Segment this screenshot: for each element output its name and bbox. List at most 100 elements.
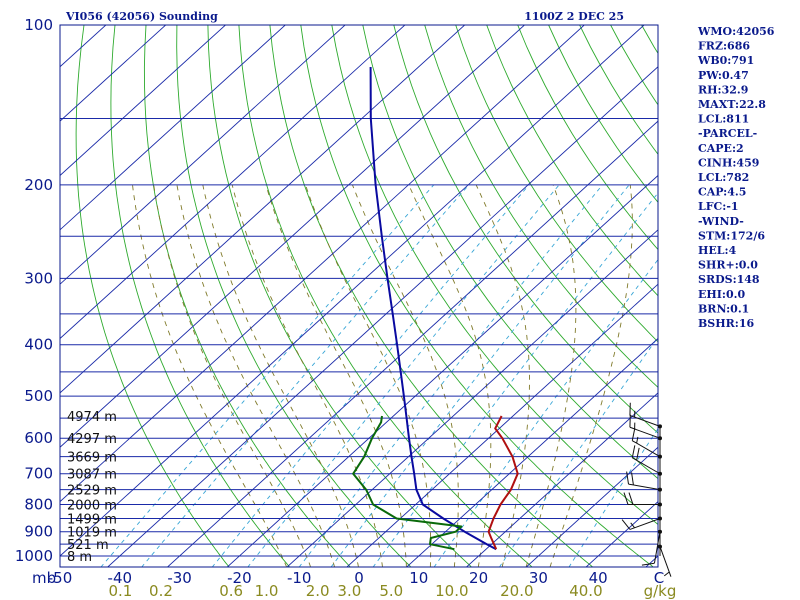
mixing-ratio-line xyxy=(247,184,560,567)
isotherm xyxy=(60,25,585,503)
isotherm xyxy=(60,25,227,177)
dry-adiabat xyxy=(207,25,473,567)
isotherm xyxy=(60,25,406,340)
mixing-ratio-label: 2.0 xyxy=(306,582,330,600)
moist-adiabat xyxy=(202,184,359,567)
wind-barb xyxy=(629,402,662,429)
isotherm xyxy=(226,174,658,567)
mixing-ratio-label: 20.0 xyxy=(500,582,533,600)
pressure-tick-label: 700 xyxy=(24,465,53,483)
sounding-index-line: CINH:459 xyxy=(698,156,759,169)
mixing-ratio-line xyxy=(211,184,530,567)
wind-barb xyxy=(623,492,662,507)
height-label: 3669 m xyxy=(67,451,117,466)
temperature-tick-label: -10 xyxy=(287,569,312,587)
mixing-ratio-label: 0.1 xyxy=(108,582,132,600)
barb-feather xyxy=(621,519,631,530)
wind-barb xyxy=(621,516,662,530)
sounding-index-line: PW:0.47 xyxy=(698,69,749,82)
mixing-ratio-label: 3.0 xyxy=(337,582,361,600)
barb-feather xyxy=(636,447,640,461)
barb-feather xyxy=(631,428,636,441)
wind-barb xyxy=(626,471,662,492)
isotherm xyxy=(406,337,658,567)
mixing-ratio-label: 0.6 xyxy=(219,582,243,600)
mixing-ratio-axis: 0.1 0.2 0.6 1.0 2.0 3.0 5.0 10.0 20.0 40.0 g/kg xyxy=(108,582,676,600)
barb-half-feather xyxy=(636,436,639,444)
mixing-ratio-line xyxy=(372,192,658,567)
sounding-index-line: SHR+:0.0 xyxy=(698,259,758,272)
plot-frame xyxy=(59,24,659,568)
pressure-tick-label: 900 xyxy=(24,523,53,541)
mixing-ratio-line xyxy=(433,258,658,567)
barb-shaft xyxy=(659,546,672,577)
height-label: 1019 m xyxy=(67,526,117,541)
temperature-unit-label: C xyxy=(654,569,664,587)
mixing-ratio-line xyxy=(298,184,603,567)
diagram-grid xyxy=(60,25,800,567)
sounding-index-line: BRN:0.1 xyxy=(698,302,749,315)
wind-barb xyxy=(629,414,662,441)
moist-adiabat xyxy=(176,184,336,567)
mixing-ratio-line xyxy=(100,184,435,567)
dry-adiabat xyxy=(362,25,658,480)
barb-feather xyxy=(628,492,634,505)
parcel-profile xyxy=(369,66,497,551)
dry-adiabat xyxy=(486,25,658,297)
sounding-time: 1100Z 2 DEC 25 xyxy=(524,10,624,23)
dry-adiabat xyxy=(517,25,658,251)
isotherm xyxy=(286,229,658,567)
pressure-tick-label: 500 xyxy=(24,387,53,405)
sounding-index-line: CAPE:2 xyxy=(698,142,744,155)
dry-adiabat xyxy=(238,25,533,567)
height-label: 4974 m xyxy=(67,410,117,425)
barb-feather xyxy=(626,471,629,485)
mixing-ratio-line xyxy=(330,184,630,567)
height-label: 521 m xyxy=(67,538,109,553)
dry-adiabat xyxy=(176,25,412,567)
dry-adiabat xyxy=(331,25,658,526)
barb-feather xyxy=(641,562,655,566)
temperature-tick-label: -20 xyxy=(227,569,252,587)
sounding-index-line: -PARCEL- xyxy=(698,127,757,140)
isotherm xyxy=(60,25,645,557)
height-label: 3087 m xyxy=(67,468,117,483)
mixing-ratio-label: 0.2 xyxy=(149,582,173,600)
barb-shaft xyxy=(628,483,661,491)
moist-adiabat xyxy=(408,184,492,567)
temperature-tick-label: 30 xyxy=(529,569,548,587)
sounding-index-line: MAXT:22.8 xyxy=(698,98,766,111)
isotherm xyxy=(346,283,658,567)
pressure-tick-label: 800 xyxy=(24,496,53,514)
dry-adiabat xyxy=(110,25,291,567)
moist-adiabat xyxy=(153,184,312,567)
height-label: 1499 m xyxy=(67,513,117,528)
dry-adiabat xyxy=(393,25,658,434)
mixing-ratio-line xyxy=(499,336,658,567)
sounding-index-line: WMO:42056 xyxy=(697,25,775,38)
height-label: 2529 m xyxy=(67,484,117,499)
barb-shaft xyxy=(629,518,661,530)
isotherm xyxy=(465,392,658,567)
moist-adiabat xyxy=(231,184,383,567)
sounding-index-line: STM:172/6 xyxy=(698,229,765,242)
dry-adiabat xyxy=(766,25,800,567)
sounding-index-line: LFC:-1 xyxy=(698,200,739,213)
barb-feather xyxy=(631,445,636,458)
sounding-index-line: SRDS:148 xyxy=(698,273,760,286)
sounding-index-line: CAP:4.5 xyxy=(698,186,746,199)
dry-adiabat xyxy=(75,25,230,567)
dry-adiabat xyxy=(424,25,658,388)
pressure-tick-label: 1000 xyxy=(15,547,53,565)
isotherm xyxy=(60,25,526,448)
wind-barb xyxy=(641,529,662,566)
moist-adiabat xyxy=(475,184,530,567)
mixing-ratio-label: 40.0 xyxy=(569,582,602,600)
wind-barb xyxy=(658,544,672,577)
sounding-title: VI056 (42056) Sounding xyxy=(65,10,218,23)
dry-adiabat xyxy=(143,25,351,567)
sounding-index-line: -WIND- xyxy=(698,215,744,228)
